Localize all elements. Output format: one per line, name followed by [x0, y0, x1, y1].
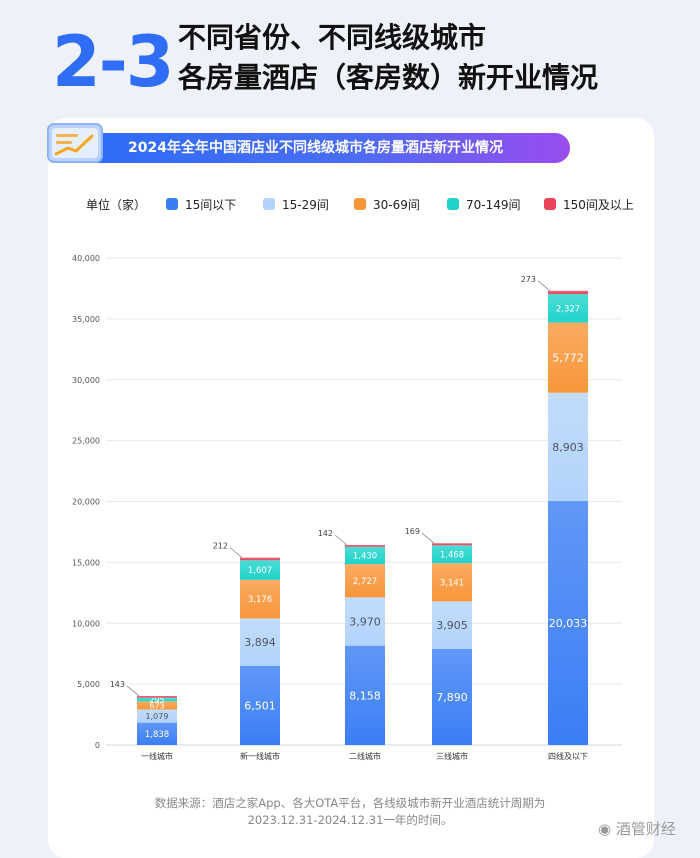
bar-segment [548, 322, 588, 393]
data-label: 212 [213, 542, 228, 551]
y-tick-label: 10,000 [72, 619, 100, 628]
bar-segment [137, 709, 177, 723]
leader-line [421, 532, 435, 544]
y-tick-label: 25,000 [72, 437, 100, 446]
section-number: 2-3 [52, 21, 174, 103]
data-label: 3,970 [349, 615, 381, 628]
data-source-line-1: 数据来源：酒店之家App、各大OTA平台，各线级城市新开业酒店统计周期为 [154, 796, 546, 810]
y-tick-label: 35,000 [72, 315, 100, 324]
leader-line [334, 534, 348, 546]
legend-label: 15-29间 [282, 198, 329, 212]
bar-segment [432, 545, 472, 564]
x-tick-label: 四线及以下 [548, 751, 588, 761]
legend-label: 30-69间 [373, 198, 420, 212]
leader-line [229, 547, 243, 558]
data-label: 20,033 [549, 617, 588, 630]
data-label: 2,727 [353, 577, 377, 587]
bar-segment [240, 618, 280, 666]
legend-swatch [166, 198, 178, 210]
bar-segment [137, 701, 177, 710]
leader-line [126, 685, 140, 697]
data-label: 1,468 [440, 550, 464, 560]
chart-trend-icon [47, 123, 103, 163]
x-tick-label: 二线城市 [349, 751, 381, 761]
data-label: 3,141 [440, 578, 464, 588]
bar-segment [345, 597, 385, 646]
data-label: 3,894 [244, 636, 276, 649]
y-tick-label: 5,000 [77, 680, 100, 689]
bar-segment [345, 546, 385, 565]
data-label: 6,501 [244, 699, 276, 712]
x-tick-label: 新一线城市 [240, 751, 280, 761]
bar-segment [345, 645, 385, 745]
bar-segment [432, 648, 472, 745]
bar-segment [548, 290, 588, 295]
legend-swatch [544, 198, 556, 210]
data-label: 673 [149, 701, 164, 710]
bar-segment [548, 294, 588, 323]
page-title-line-1: 不同省份、不同线级城市 [178, 21, 487, 54]
data-label: 3,905 [436, 619, 468, 632]
bar-segment [240, 560, 280, 580]
data-label: 142 [318, 529, 333, 538]
leader-line [537, 280, 551, 292]
data-label: 169 [405, 527, 420, 536]
page-title-line-2: 各房量酒店（客房数）新开业情况 [178, 61, 599, 94]
weibo-icon: ◉ [598, 820, 612, 838]
bar-segment [548, 392, 588, 502]
watermark: ◉ 酒管财经 [598, 818, 676, 839]
data-label: 1,430 [353, 551, 377, 561]
watermark-text: 酒管财经 [615, 820, 676, 838]
bar-segment [137, 695, 177, 698]
data-label: 2,327 [556, 304, 580, 314]
bar-segment [548, 501, 588, 745]
chart-title-banner [92, 133, 570, 163]
bar-segment [432, 563, 472, 602]
y-tick-label: 40,000 [72, 254, 100, 263]
legend-swatch [354, 198, 366, 210]
data-label: 8,903 [552, 441, 584, 454]
y-tick-label: 0 [95, 741, 100, 750]
bar-segment [432, 543, 472, 546]
chart-title: 2024年全年中国酒店业不同线级城市各房量酒店新开业情况 [128, 140, 503, 156]
bar-segment [137, 697, 177, 702]
data-label: 143 [110, 680, 125, 689]
bar-segment [240, 579, 280, 619]
y-tick-label: 20,000 [72, 498, 100, 507]
legend-label: 70-149间 [466, 198, 521, 212]
bar-segment [137, 722, 177, 745]
legend-label: 150间及以上 [563, 198, 634, 212]
bar-segment [345, 564, 385, 598]
data-label: 1,607 [248, 566, 272, 576]
bar-segment [345, 545, 385, 547]
data-label: 1,838 [145, 730, 169, 740]
data-source-line-2: 2023.12.31-2024.12.31一年的时间。 [247, 813, 453, 827]
data-label: 7,890 [436, 691, 468, 704]
data-label: 1,079 [146, 712, 169, 721]
data-label: 3,176 [248, 595, 272, 605]
y-tick-label: 30,000 [72, 376, 100, 385]
legend-swatch [447, 198, 459, 210]
data-label: 273 [521, 275, 536, 284]
bar-segment [240, 665, 280, 745]
page-title: 不同省份、不同线级城市 各房量酒店（客房数）新开业情况 [178, 18, 598, 98]
x-tick-label: 三线城市 [436, 751, 468, 761]
data-label: 8,158 [349, 689, 381, 702]
bar-segment [432, 601, 472, 649]
y-tick-label: 15,000 [72, 558, 100, 567]
legend-unit-label: 单位（家） [86, 198, 147, 212]
legend-swatch [263, 198, 275, 210]
data-label: 5,772 [552, 352, 584, 365]
x-tick-label: 一线城市 [141, 751, 173, 761]
data-label: 295 [149, 695, 164, 704]
data-source-note: 数据来源：酒店之家App、各大OTA平台，各线级城市新开业酒店统计周期为 202… [140, 795, 560, 829]
legend-label: 15间以下 [185, 198, 237, 212]
bar-segment [240, 557, 280, 561]
